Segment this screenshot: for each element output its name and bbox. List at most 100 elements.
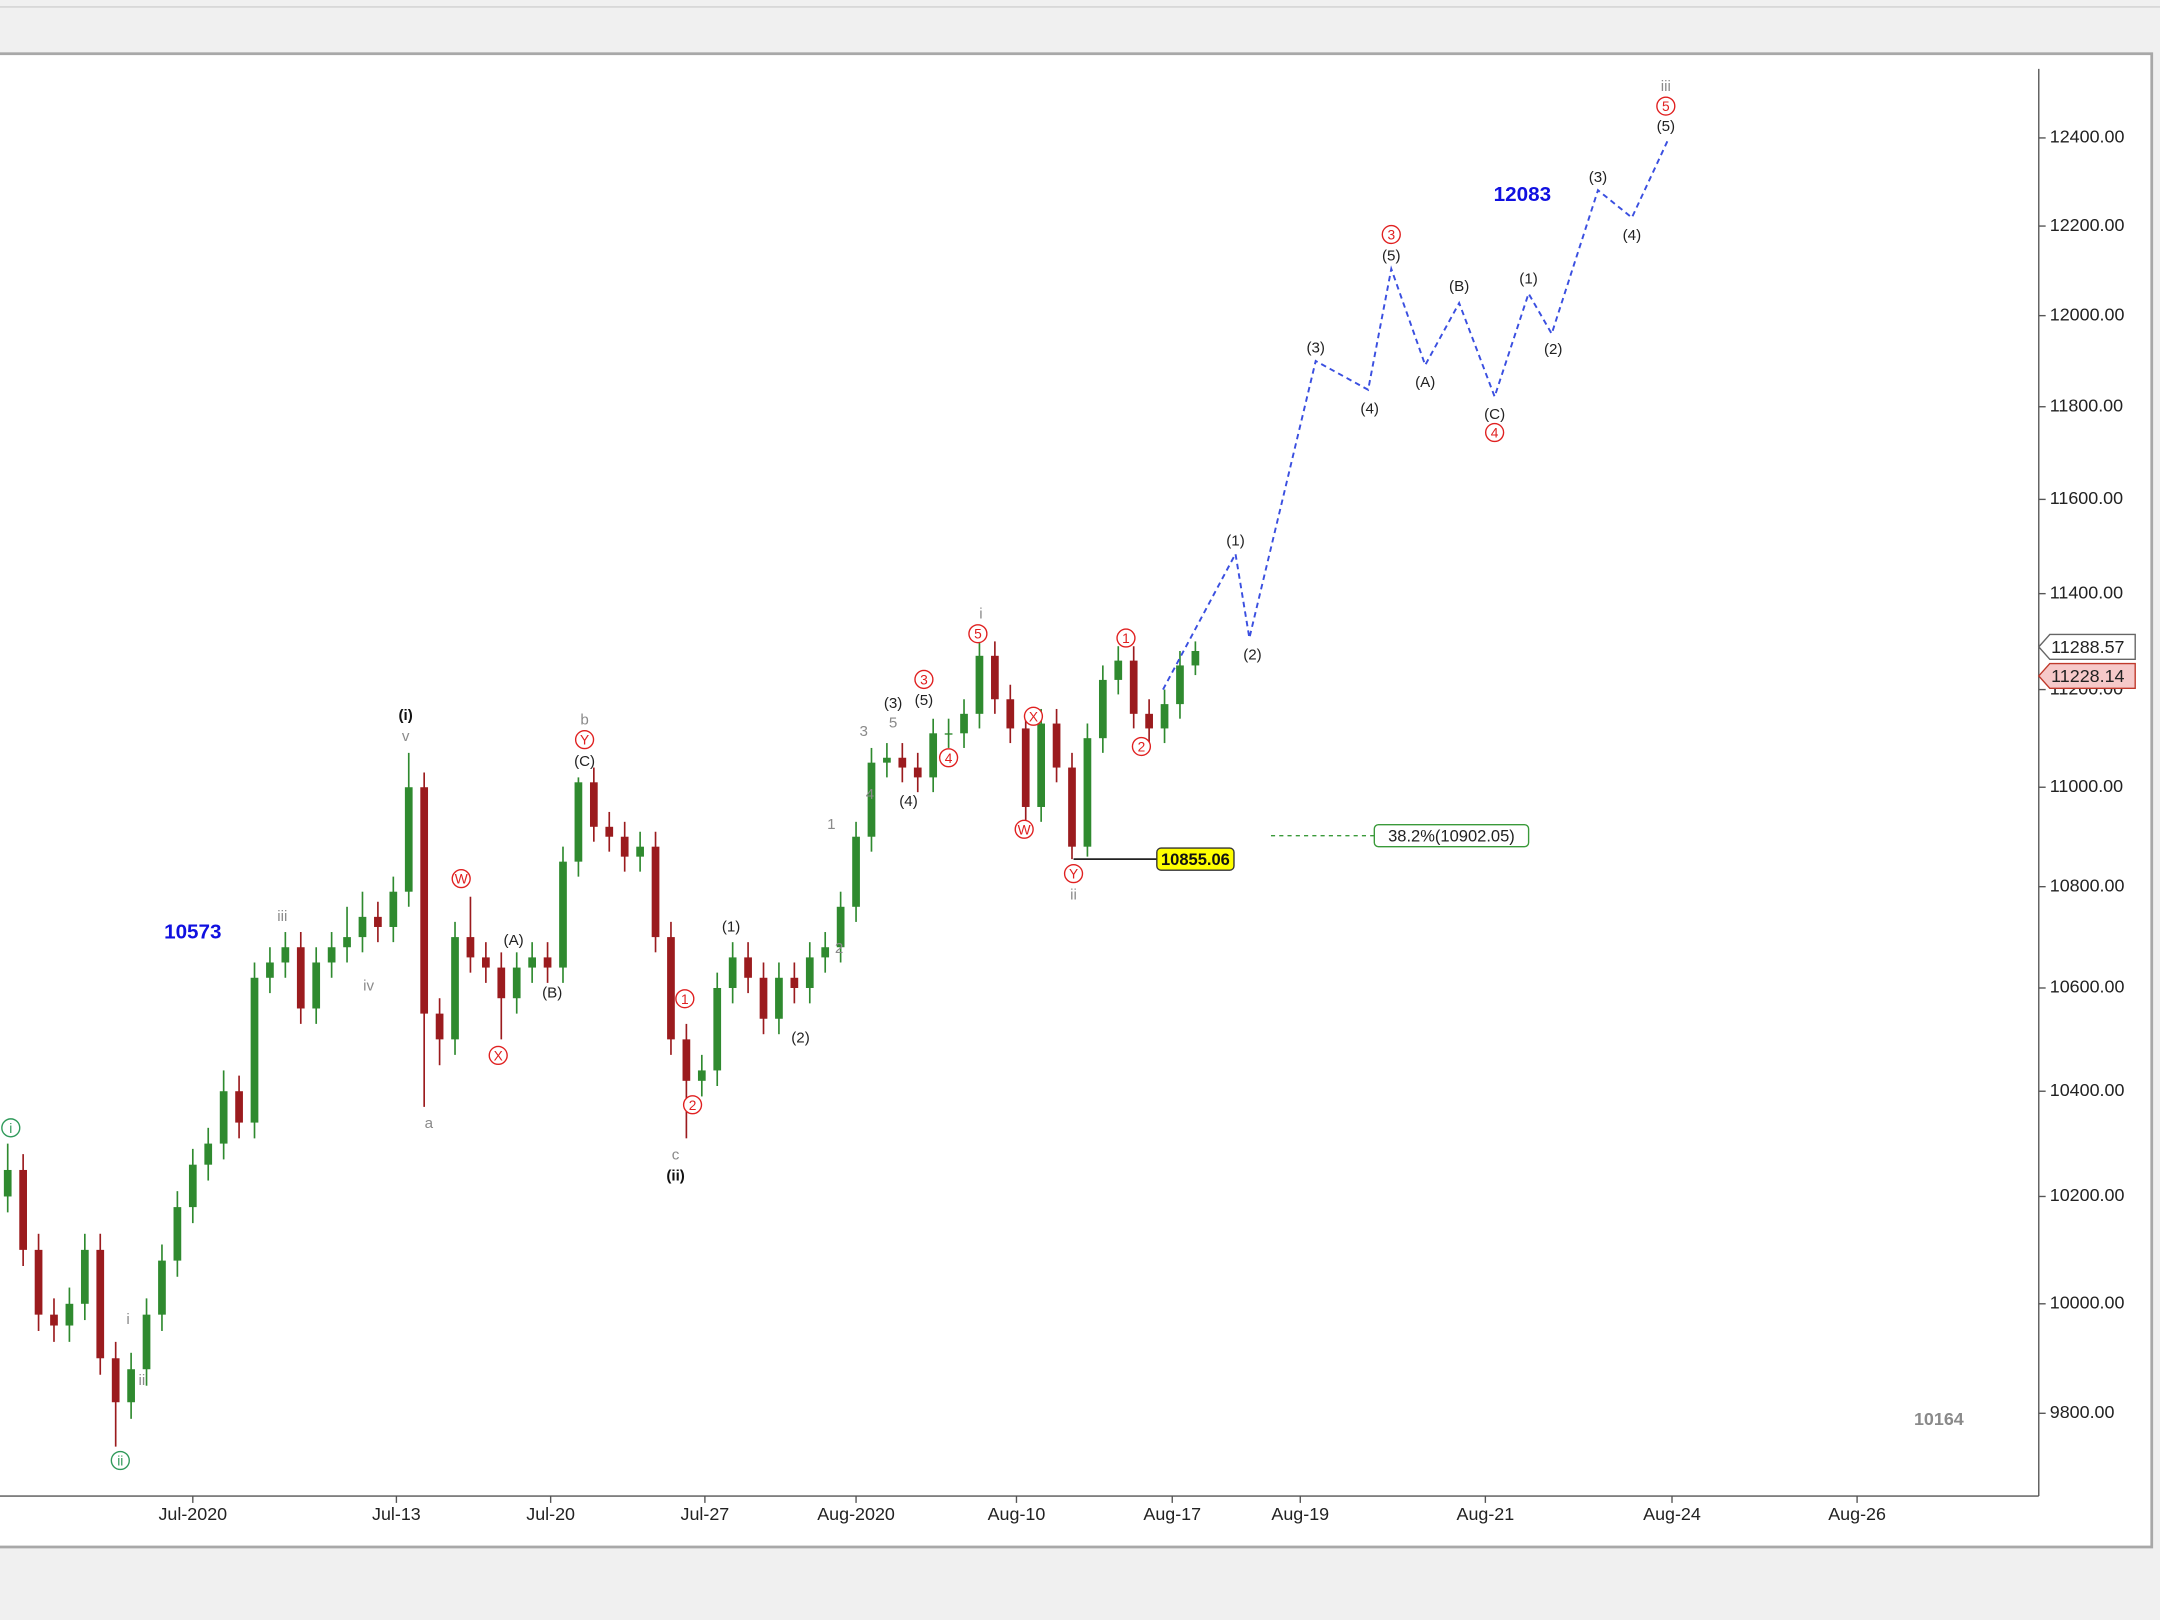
candle-body (235, 1091, 243, 1123)
candle-body (1145, 713, 1153, 729)
wave-label: i (979, 606, 982, 623)
wave-label: (C) (574, 753, 595, 770)
wave-label: 2 (689, 1098, 697, 1113)
candle-body (19, 1169, 27, 1250)
fib-box (1373, 824, 1530, 848)
label-ring (968, 624, 988, 644)
candle-body (312, 962, 321, 1009)
label-ring (682, 1095, 703, 1115)
wave-label: 5 (974, 627, 982, 642)
candle-body (759, 977, 768, 1019)
x-tick-label: Jul-27 (681, 1504, 730, 1524)
wave-label: (A) (504, 932, 524, 949)
candle-body (374, 916, 382, 927)
candle-body (620, 836, 629, 857)
wave-label: (4) (899, 793, 918, 810)
y-tick-label: 10600.00 (2050, 977, 2125, 997)
wave-label: 3 (920, 672, 928, 687)
candle-body (944, 733, 953, 735)
x-tick-label: Aug-24 (1643, 1504, 1701, 1524)
candle-body (389, 891, 398, 927)
wave-label: c (672, 1147, 680, 1164)
label-ring (938, 748, 959, 768)
candle-body (34, 1249, 43, 1315)
candle-body (543, 957, 552, 968)
wave-label: ii (1070, 887, 1077, 904)
candle-body (482, 957, 490, 968)
wave-label: Y (1069, 867, 1078, 882)
candle-body (1068, 767, 1076, 847)
candle-body (1160, 704, 1169, 729)
candle-body (589, 782, 598, 827)
wave-label: (1) (1519, 271, 1538, 288)
price-tag-label: 11288.57 (2051, 637, 2124, 657)
wave-label: (1) (1226, 533, 1245, 550)
label-ring (451, 869, 471, 889)
candle-body (1191, 651, 1200, 666)
label-ring (1131, 736, 1152, 757)
chart-panel (0, 52, 2154, 1549)
candle-body (3, 1169, 12, 1197)
candle-body (512, 967, 521, 999)
y-tick-label: 12400.00 (2050, 127, 2125, 147)
x-tick-label: Jul-2020 (158, 1504, 227, 1524)
candle-body (744, 957, 752, 978)
y-tick-label: 10800.00 (2050, 875, 2125, 895)
candle-body (296, 947, 305, 1009)
candle-body (713, 987, 722, 1071)
wave-label: (2) (791, 1030, 810, 1047)
wave-label: 12083 (1494, 183, 1551, 206)
candle-body (142, 1314, 151, 1370)
label-ring (574, 730, 595, 750)
candle-body (466, 937, 475, 958)
wave-label: 1 (827, 816, 835, 833)
wave-label: (3) (1589, 169, 1608, 186)
y-tick-label: 12000.00 (2050, 304, 2125, 324)
candle-body (574, 782, 583, 862)
wave-label: (1) (722, 918, 741, 935)
wave-label: (C) (1484, 406, 1505, 423)
wave-label: 4 (866, 786, 874, 803)
wave-label: (4) (1360, 400, 1379, 417)
wave-label: (5) (1382, 247, 1401, 264)
x-tick-label: Aug-21 (1457, 1504, 1515, 1524)
candle-body (204, 1143, 213, 1165)
candle-body (929, 733, 938, 778)
wave-label: (i) (399, 707, 413, 724)
candle-body (790, 977, 799, 988)
price-tag (2037, 662, 2136, 690)
wave-label: (B) (542, 984, 562, 1001)
fib-label: 38.2%(10902.05) (1388, 826, 1515, 845)
wave-label: 1 (1122, 631, 1130, 646)
candle-body (80, 1249, 89, 1304)
y-tick-label: 9800.00 (2050, 1402, 2115, 1422)
candle-body (404, 787, 413, 892)
wave-label: X (494, 1048, 503, 1063)
candle-body (975, 655, 984, 714)
y-tick-label: 11800.00 (2050, 395, 2123, 415)
candle-body (1052, 723, 1061, 768)
wave-label: 4 (945, 751, 953, 766)
candle-body (111, 1358, 120, 1403)
price-marker-box (1156, 847, 1235, 871)
wave-label: iii (277, 908, 287, 925)
wave-label: 10573 (164, 920, 221, 943)
candle-body (1129, 660, 1138, 714)
candle-body (913, 767, 922, 778)
candle-body (852, 836, 860, 907)
candle-body (836, 906, 845, 948)
wave-label: W (455, 872, 468, 887)
candle-body (991, 655, 999, 700)
wave-label: iv (363, 977, 374, 994)
wave-label: 5 (1662, 99, 1670, 114)
candle-body (96, 1249, 105, 1359)
label-ring (1656, 96, 1676, 116)
y-tick-label: 10200.00 (2050, 1185, 2125, 1205)
candle-body (651, 846, 660, 938)
candle-body (65, 1303, 74, 1326)
candle-body (728, 957, 737, 988)
y-tick-label: 11400.00 (2050, 582, 2123, 602)
x-tick-label: Aug-10 (988, 1504, 1046, 1524)
wave-label: (5) (915, 692, 934, 709)
